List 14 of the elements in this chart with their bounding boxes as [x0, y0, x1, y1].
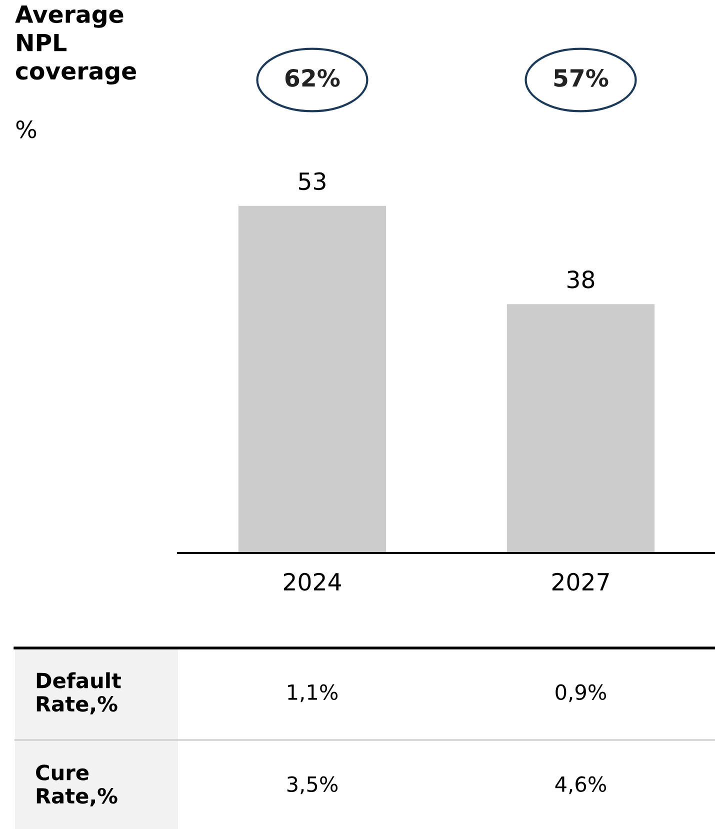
text: 3,5% — [287, 776, 338, 794]
text: 62% — [285, 68, 340, 87]
text: 1,1% — [288, 684, 338, 702]
text: 4,6% — [555, 776, 606, 794]
text: % — [16, 120, 36, 138]
text: 0,9% — [556, 684, 606, 702]
text: Default Rate,% — [36, 672, 121, 714]
data-label: 38 — [568, 270, 594, 288]
chart-title: Average NPL coverage — [15, 6, 136, 84]
text: Cure Rate,% — [36, 764, 118, 806]
data-label: 53 — [299, 172, 326, 190]
x-tick-label: 2027 — [552, 572, 609, 591]
x-tick-label: 2024 — [284, 572, 341, 591]
text: 57% — [554, 68, 608, 87]
